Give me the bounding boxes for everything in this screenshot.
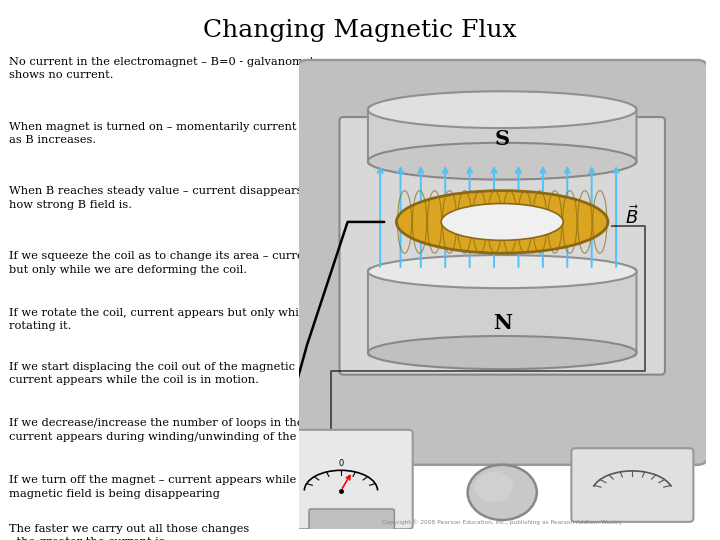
Ellipse shape [368, 336, 636, 369]
Ellipse shape [475, 472, 513, 502]
FancyBboxPatch shape [368, 268, 636, 356]
Ellipse shape [441, 204, 563, 240]
Text: If we decrease/increase the number of loops in the coil –
current appears during: If we decrease/increase the number of lo… [9, 418, 336, 442]
FancyBboxPatch shape [340, 117, 665, 375]
Text: $\vec{B}$: $\vec{B}$ [626, 205, 639, 228]
Text: If we turn off the magnet – current appears while the
magnetic field is being di: If we turn off the magnet – current appe… [9, 475, 318, 499]
FancyBboxPatch shape [309, 509, 395, 531]
Text: Changing Magnetic Flux: Changing Magnetic Flux [203, 19, 517, 42]
Ellipse shape [467, 465, 537, 520]
Text: The faster we carry out all those changes
- the greater the current is.: The faster we carry out all those change… [9, 524, 249, 540]
Ellipse shape [397, 191, 608, 253]
FancyBboxPatch shape [297, 60, 708, 465]
Ellipse shape [368, 143, 636, 180]
Text: If we start displacing the coil out of the magnetic field –
current appears whil: If we start displacing the coil out of t… [9, 362, 333, 386]
Ellipse shape [368, 91, 636, 128]
Text: Copyright © 2008 Pearson Education, Inc., publishing as Pearson Addison-Wesley: Copyright © 2008 Pearson Education, Inc.… [382, 519, 622, 525]
FancyBboxPatch shape [274, 430, 413, 529]
FancyBboxPatch shape [368, 106, 636, 165]
FancyBboxPatch shape [572, 448, 693, 522]
Text: When magnet is turned on – momentarily current appears
as B increases.: When magnet is turned on – momentarily c… [9, 122, 346, 145]
Ellipse shape [368, 255, 636, 288]
Text: If we rotate the coil, current appears but only while we are
rotating it.: If we rotate the coil, current appears b… [9, 308, 351, 332]
Text: No current in the electromagnet – B=0 - galvanometer
shows no current.: No current in the electromagnet – B=0 - … [9, 57, 326, 80]
Text: If we squeeze the coil as to change its area – current appears
but only while we: If we squeeze the coil as to change its … [9, 251, 365, 275]
Text: When B reaches steady value – current disappears no matter
how strong B field is: When B reaches steady value – current di… [9, 186, 363, 210]
Text: 0: 0 [338, 459, 343, 468]
Text: N: N [492, 313, 512, 333]
Text: S: S [495, 129, 510, 149]
